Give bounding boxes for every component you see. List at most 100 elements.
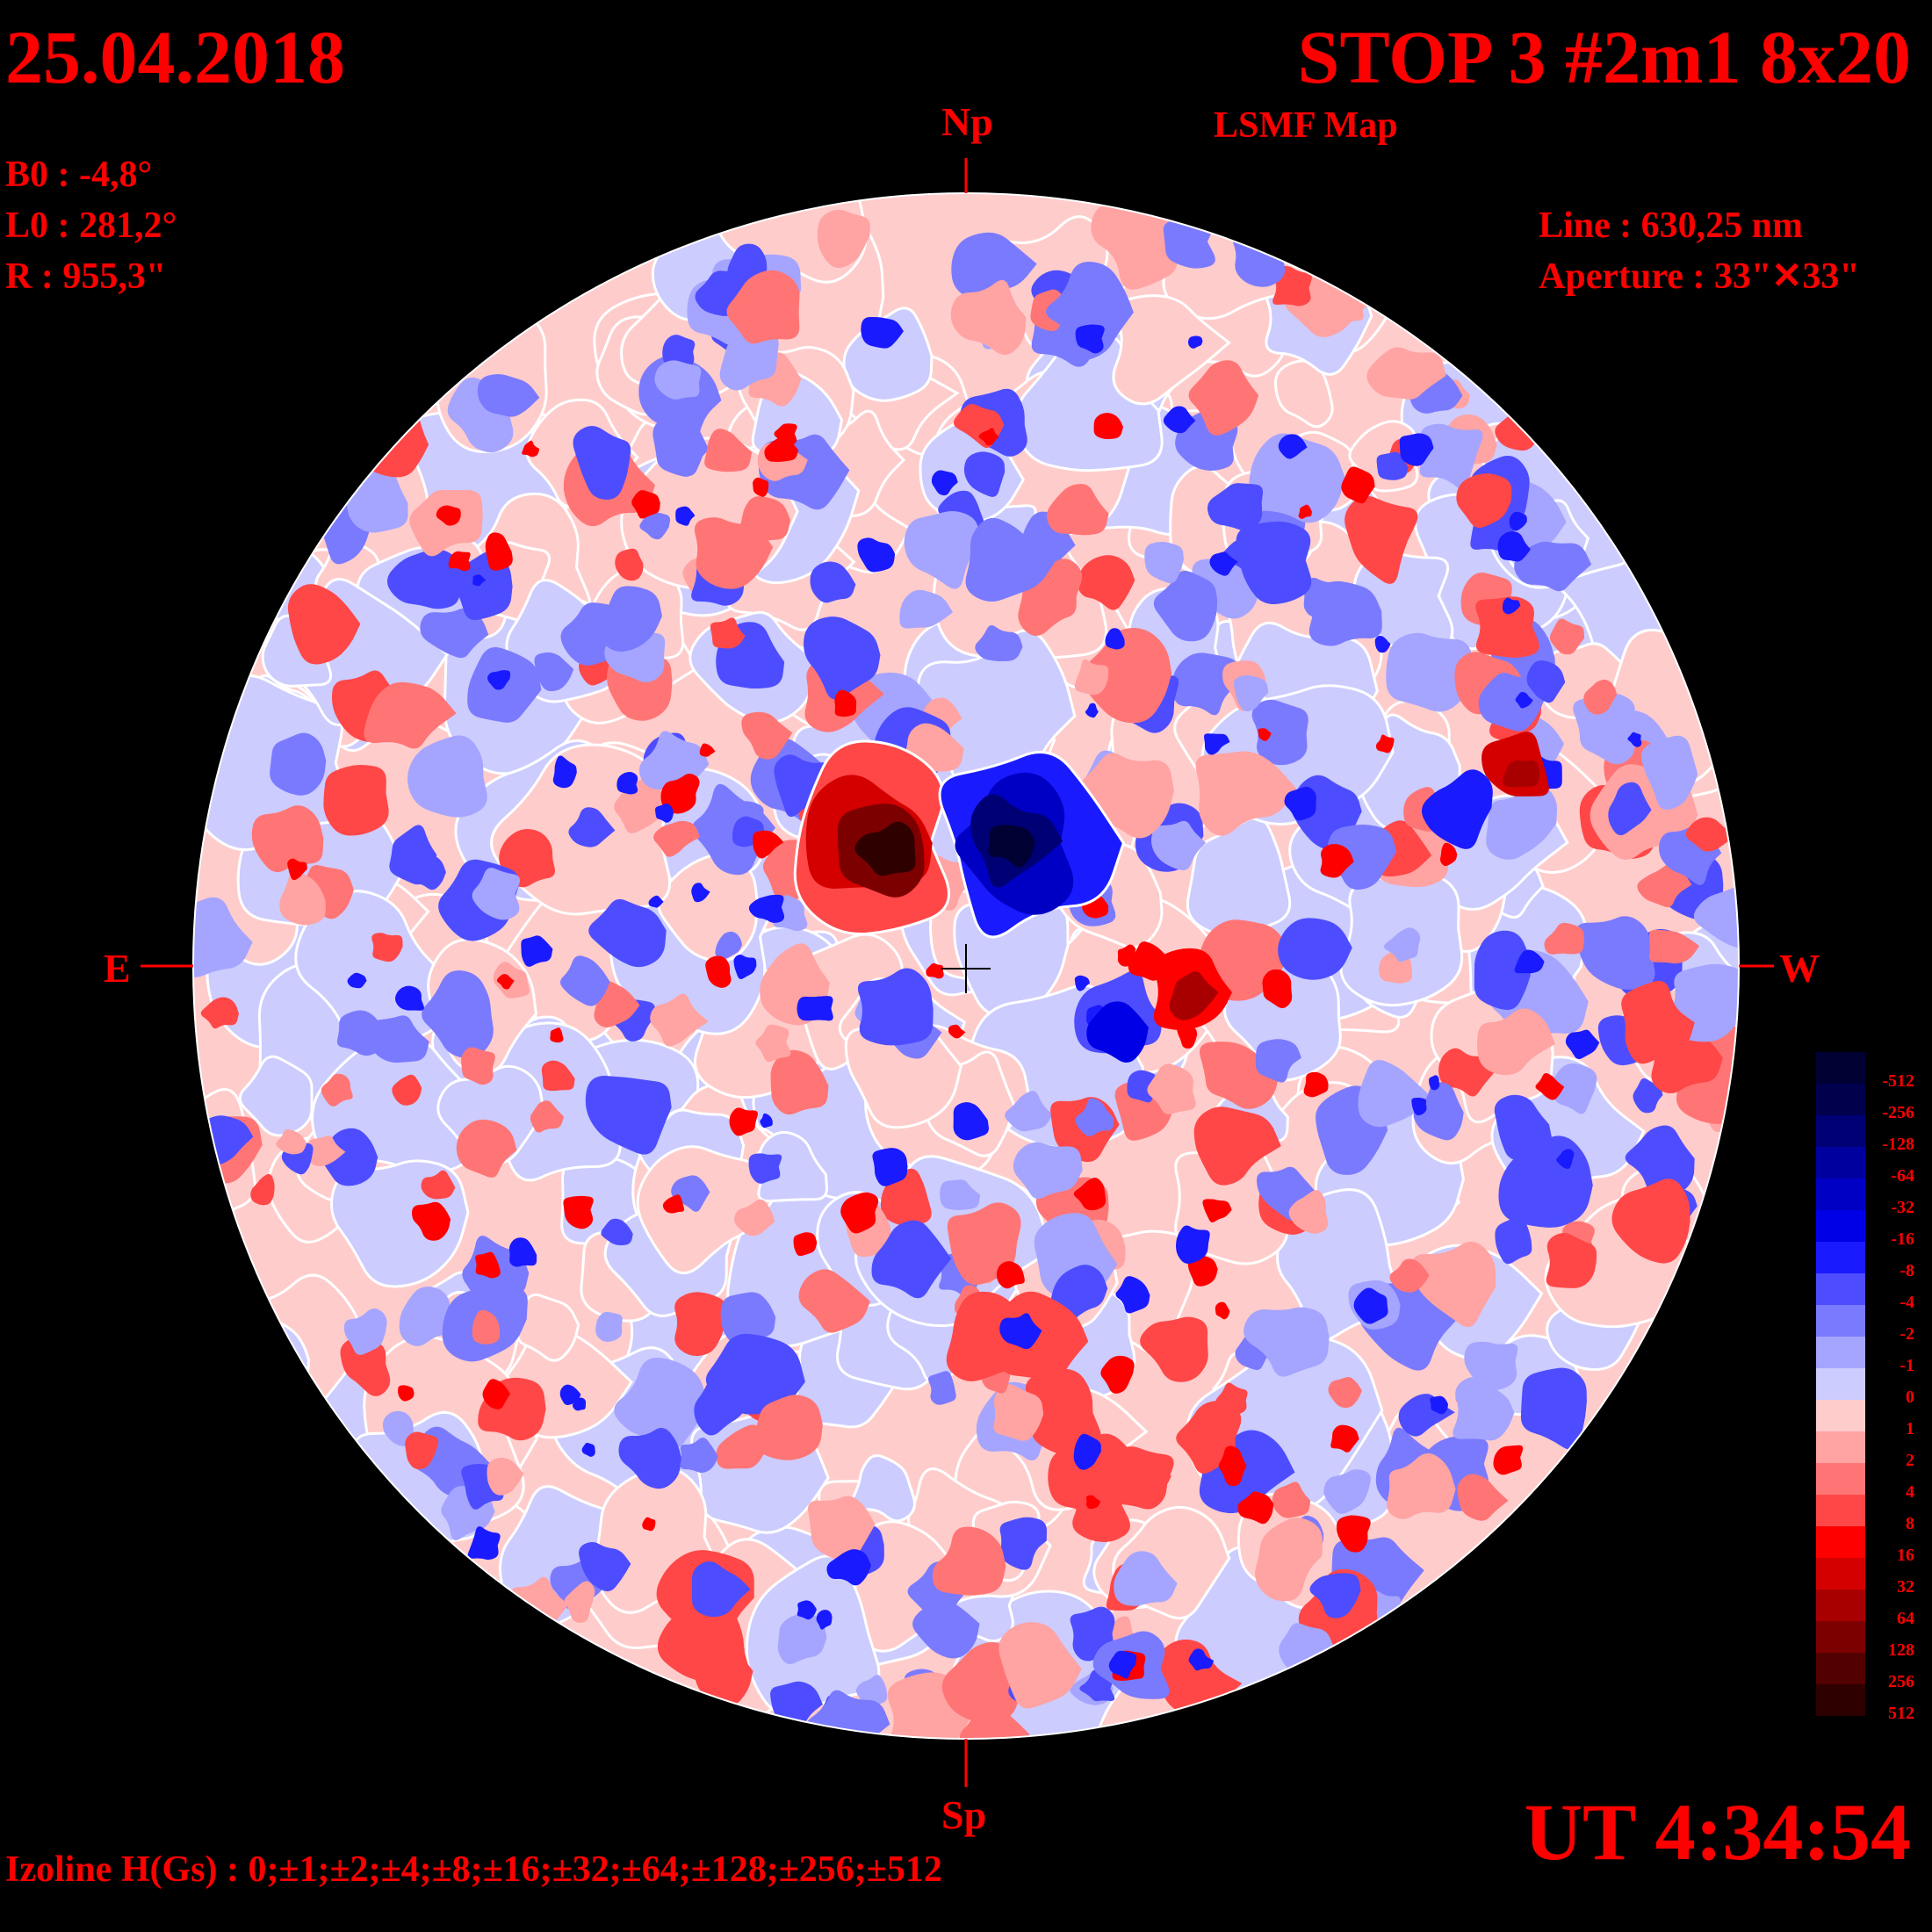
field-region xyxy=(953,1102,989,1141)
field-region xyxy=(834,689,857,717)
field-region xyxy=(601,1218,633,1246)
field-region xyxy=(1546,1233,1597,1288)
field-region xyxy=(392,1074,422,1106)
field-region xyxy=(1256,1166,1316,1221)
field-region xyxy=(1457,1474,1509,1521)
field-region xyxy=(1251,699,1308,766)
field-region xyxy=(654,360,702,400)
legend-label: -8 xyxy=(1900,1261,1914,1280)
field-region xyxy=(1640,735,1698,811)
field-region xyxy=(854,821,916,876)
field-region xyxy=(1477,1008,1555,1076)
field-region xyxy=(1249,433,1345,523)
field-region xyxy=(774,754,833,818)
legend-swatch xyxy=(1816,1431,1865,1463)
field-region xyxy=(753,477,769,497)
ut-time: UT 4:34:54 xyxy=(1524,1787,1911,1877)
field-region xyxy=(1329,294,1365,325)
field-region xyxy=(579,1542,631,1592)
field-region xyxy=(1439,842,1458,867)
field-region xyxy=(238,1055,314,1137)
field-region xyxy=(1456,473,1512,529)
field-region xyxy=(777,1613,827,1664)
field-region xyxy=(1551,1063,1597,1114)
legend-swatch xyxy=(1816,1400,1865,1431)
field-region xyxy=(1112,294,1231,406)
field-region xyxy=(755,1024,791,1063)
legend-label: -64 xyxy=(1891,1166,1914,1186)
field-region xyxy=(993,1384,1044,1441)
field-region xyxy=(872,1148,908,1186)
field-region xyxy=(534,652,574,692)
field-region xyxy=(1258,728,1272,741)
field-region xyxy=(421,1170,456,1200)
field-region xyxy=(1163,220,1215,269)
field-region xyxy=(694,1376,749,1436)
field-region xyxy=(530,1100,565,1133)
field-region xyxy=(1520,1367,1587,1450)
field-region xyxy=(1494,1094,1553,1160)
legend-swatch xyxy=(1816,1621,1865,1653)
field-region xyxy=(1330,1424,1359,1453)
field-region xyxy=(650,993,709,1047)
field-region xyxy=(482,1379,510,1409)
field-region xyxy=(959,1698,1030,1739)
field-region xyxy=(595,1311,623,1342)
field-region xyxy=(1685,817,1735,852)
field-region xyxy=(694,517,774,589)
field-region xyxy=(1237,1491,1274,1525)
map-type-label: LSMF Map xyxy=(1214,105,1398,146)
field-region xyxy=(978,428,999,446)
field-region xyxy=(487,1457,524,1496)
field-region xyxy=(1074,659,1109,696)
field-region xyxy=(932,1526,1006,1596)
field-region xyxy=(588,898,667,968)
field-region xyxy=(1169,971,1219,1020)
legend-label: -256 xyxy=(1882,1103,1914,1122)
field-region xyxy=(998,1622,1082,1709)
legend-label: -2 xyxy=(1900,1324,1914,1344)
field-region xyxy=(541,1060,575,1092)
field-region xyxy=(963,451,1006,497)
legend-swatch xyxy=(1816,1242,1865,1273)
field-region xyxy=(797,996,833,1021)
field-region xyxy=(1086,1001,1149,1063)
isoline-levels: Izoline H(Gs) : 0;±1;±2;±4;±8;±16;±32;±6… xyxy=(5,1849,942,1890)
field-region xyxy=(726,270,800,344)
field-region xyxy=(364,681,457,749)
field-region xyxy=(1073,1433,1101,1470)
legend-label: -16 xyxy=(1891,1229,1914,1249)
field-region xyxy=(710,617,746,649)
field-region xyxy=(950,279,1027,356)
field-region xyxy=(912,1603,980,1659)
field-region xyxy=(660,773,700,814)
field-region xyxy=(615,548,644,581)
field-region xyxy=(386,549,460,609)
field-region xyxy=(323,765,389,836)
field-region xyxy=(1278,918,1352,980)
field-region xyxy=(1140,1458,1171,1489)
field-region xyxy=(754,1395,823,1460)
field-region xyxy=(1341,466,1375,504)
field-region xyxy=(1384,927,1421,962)
field-region xyxy=(1353,1287,1388,1324)
legend-swatch xyxy=(1816,1558,1865,1590)
field-region xyxy=(308,1135,346,1167)
legend-swatch xyxy=(1816,1084,1865,1115)
field-region xyxy=(926,962,944,979)
north-label: Np xyxy=(941,99,993,144)
field-region xyxy=(1150,820,1207,871)
field-region xyxy=(1627,732,1642,747)
field-region xyxy=(1140,1316,1208,1382)
field-region xyxy=(321,1073,353,1107)
field-region xyxy=(472,868,520,920)
field-region xyxy=(1262,969,1293,1009)
field-region xyxy=(436,505,461,526)
field-region xyxy=(741,711,793,760)
field-region xyxy=(1399,433,1434,466)
field-region xyxy=(1187,1254,1218,1287)
field-region xyxy=(648,895,664,908)
legend-label: 256 xyxy=(1888,1672,1914,1691)
legend-swatch xyxy=(1816,1337,1865,1368)
field-region xyxy=(1153,570,1218,642)
